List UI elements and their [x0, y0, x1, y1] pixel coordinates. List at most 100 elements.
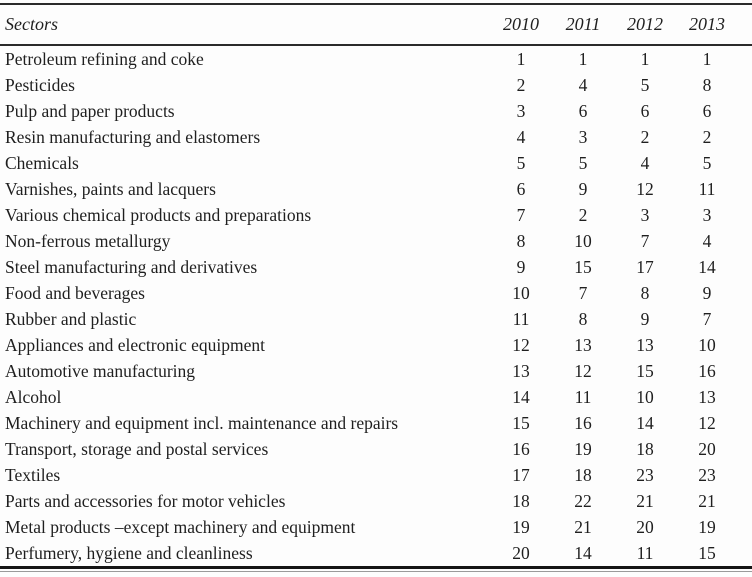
rank-2013: 3: [702, 204, 712, 225]
table-row: Metal products –except machinery and equ…: [0, 514, 752, 540]
rank-2013: 2: [702, 126, 712, 147]
rank-2010: 14: [512, 386, 530, 407]
rank-2010: 1: [516, 48, 526, 69]
rank-2010: 20: [512, 542, 530, 563]
rank-2012: 14: [636, 412, 654, 433]
rank-2012: 23: [636, 464, 654, 485]
rank-2012: 18: [636, 438, 654, 459]
table-row: Alcohol 14 11 10 13: [0, 384, 752, 410]
rank-2011: 8: [578, 308, 588, 329]
rank-2010: 11: [512, 308, 530, 329]
table-top-rule: [0, 3, 752, 5]
column-header-2013: 2013: [676, 5, 752, 46]
rank-2011: 7: [578, 282, 588, 303]
table-row: Resin manufacturing and elastomers 4 3 2 2: [0, 124, 752, 150]
rank-2010: 18: [512, 490, 530, 511]
rank-2012: 4: [640, 152, 650, 173]
rank-2012: 9: [640, 308, 650, 329]
sector-name: Various chemical products and preparatio…: [5, 204, 312, 225]
rank-2010: 9: [516, 256, 526, 277]
table-row: Rubber and plastic 11 8 9 7: [0, 306, 752, 332]
table-row: Automotive manufacturing 13 12 15 16: [0, 358, 752, 384]
sector-name: Petroleum refining and coke: [5, 48, 204, 69]
rank-2012: 3: [640, 204, 650, 225]
rank-2012: 17: [636, 256, 654, 277]
sector-name: Textiles: [5, 464, 61, 485]
rank-2013: 11: [698, 178, 716, 199]
rank-2013: 5: [702, 152, 712, 173]
rank-2010: 3: [516, 100, 526, 121]
rank-2012: 1: [640, 48, 650, 69]
table-row: Non-ferrous metallurgy 8 10 7 4: [0, 228, 752, 254]
rank-2013: 10: [698, 334, 716, 355]
sector-name: Alcohol: [5, 386, 62, 407]
rank-2010: 17: [512, 464, 530, 485]
sector-name: Food and beverages: [5, 282, 145, 303]
rank-2012: 10: [636, 386, 654, 407]
rank-2010: 16: [512, 438, 530, 459]
rank-2010: 7: [516, 204, 526, 225]
rank-2011: 12: [574, 360, 592, 381]
rank-2013: 12: [698, 412, 716, 433]
rank-2011: 16: [574, 412, 592, 433]
rank-2013: 1: [702, 48, 712, 69]
rank-2013: 14: [698, 256, 716, 277]
rank-2011: 19: [574, 438, 592, 459]
table-row: Perfumery, hygiene and cleanliness 20 14 11…: [0, 540, 752, 566]
rank-2012: 2: [640, 126, 650, 147]
rank-2012: 8: [640, 282, 650, 303]
rank-2012: 15: [636, 360, 654, 381]
rank-2010: 13: [512, 360, 530, 381]
header-row: Sectors 2010 2011 2012 2013: [0, 5, 752, 46]
rank-2011: 15: [574, 256, 592, 277]
rank-2011: 11: [574, 386, 592, 407]
table-row: Varnishes, paints and lacquers 6 9 12 11: [0, 176, 752, 202]
table-row: Various chemical products and preparatio…: [0, 202, 752, 228]
rank-2013: 16: [698, 360, 716, 381]
rank-2010: 19: [512, 516, 530, 537]
table-bottom-rule-thin: [0, 571, 752, 572]
rank-2013: 19: [698, 516, 716, 537]
table-row: Appliances and electronic equipment 12 13 1…: [0, 332, 752, 358]
sector-name: Parts and accessories for motor vehicles: [5, 490, 286, 511]
sector-rankings-table: Sectors 2010 2011 2012 2013 Petroleum re…: [0, 5, 752, 566]
rank-2012: 20: [636, 516, 654, 537]
rank-2011: 22: [574, 490, 592, 511]
rank-2013: 6: [702, 100, 712, 121]
rank-2011: 4: [578, 74, 588, 95]
sector-name: Metal products –except machinery and equ…: [5, 516, 356, 537]
rank-2011: 21: [574, 516, 592, 537]
sector-name: Steel manufacturing and derivatives: [5, 256, 258, 277]
rank-2010: 2: [516, 74, 526, 95]
rank-2013: 21: [698, 490, 716, 511]
rank-2010: 4: [516, 126, 526, 147]
rank-2012: 12: [636, 178, 654, 199]
rank-2012: 5: [640, 74, 650, 95]
rank-2011: 18: [574, 464, 592, 485]
rank-2013: 15: [698, 542, 716, 563]
column-header-2010: 2010: [490, 5, 552, 46]
sector-name: Chemicals: [5, 152, 79, 173]
rank-2010: 15: [512, 412, 530, 433]
rank-2010: 10: [512, 282, 530, 303]
sector-name: Rubber and plastic: [5, 308, 137, 329]
sector-name: Non-ferrous metallurgy: [5, 230, 171, 251]
rank-2013: 8: [702, 74, 712, 95]
rank-2011: 6: [578, 100, 588, 121]
rank-2013: 4: [702, 230, 712, 251]
column-header-2012: 2012: [614, 5, 676, 46]
rank-2012: 6: [640, 100, 650, 121]
rank-2011: 9: [578, 178, 588, 199]
rank-2010: 12: [512, 334, 530, 355]
table-bottom-rule-thick: [0, 566, 752, 569]
sector-name: Automotive manufacturing: [5, 360, 196, 381]
table-row: Pulp and paper products 3 6 6 6: [0, 98, 752, 124]
rank-2012: 7: [640, 230, 650, 251]
rank-2010: 6: [516, 178, 526, 199]
table-row: Transport, storage and postal services 16…: [0, 436, 752, 462]
column-header-sectors: Sectors: [0, 5, 490, 46]
rank-2011: 5: [578, 152, 588, 173]
rank-2011: 3: [578, 126, 588, 147]
rank-2010: 5: [516, 152, 526, 173]
rank-2012: 11: [636, 542, 654, 563]
